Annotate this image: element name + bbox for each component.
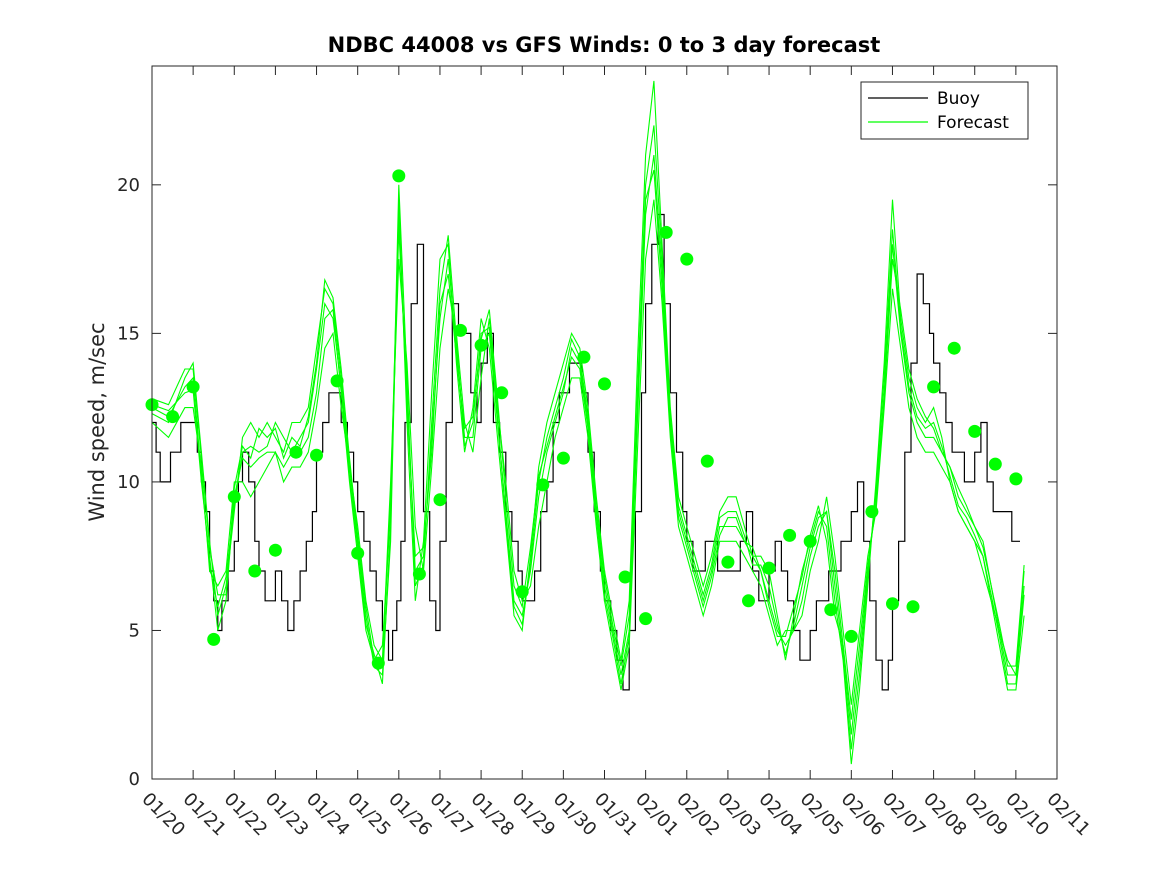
forecast-marker [310,448,323,462]
y-tick-label: 5 [129,620,140,641]
forecast-marker [433,493,447,507]
forecast-marker [227,490,241,504]
forecast-marker [988,457,1002,471]
forecast-marker [927,380,941,394]
forecast-marker [1009,472,1023,486]
series-layer [145,80,1025,765]
forecast-marker [844,629,858,643]
forecast-marker [412,567,426,581]
legend-forecast-label: Forecast [937,113,1009,133]
forecast-marker [680,252,694,266]
forecast-marker [824,603,838,617]
forecast-marker [207,632,221,646]
forecast-marker [454,323,467,337]
forecast-marker [495,386,509,400]
y-tick-label: 10 [117,472,140,493]
forecast-marker [186,380,200,394]
forecast-marker [515,585,529,599]
forecast-marker [351,546,365,560]
y-axis-label: Wind speed, m/sec [85,322,109,521]
forecast-run-line-4 [151,125,1025,750]
forecast-marker [577,350,591,364]
legend: Buoy Forecast [860,81,1029,140]
legend-buoy-label: Buoy [937,89,980,109]
forecast-marker [536,478,550,492]
forecast-marker [618,570,632,584]
forecast-marker [762,561,776,575]
forecast-marker [659,225,673,239]
forecast-marker [721,555,735,569]
forecast-marker [598,377,611,391]
forecast-marker [639,612,653,626]
forecast-marker [906,600,920,614]
forecast-marker [556,451,570,465]
forecast-marker [968,424,982,438]
y-tick-label: 15 [117,323,140,344]
forecast-run-line-2 [151,80,1025,765]
forecast-run-line-3 [151,199,1025,705]
forecast-marker [803,534,817,548]
forecast-marker [392,169,406,183]
forecast-marker [474,338,488,352]
forecast-marker [268,543,282,557]
forecast-marker [865,505,879,519]
forecast-marker [371,656,385,670]
forecast-marker [886,597,899,611]
forecast-marker [289,445,303,459]
legend-box [860,81,1029,140]
forecast-marker [166,410,180,424]
plot-area [152,66,1057,779]
forecast-run-line-5 [151,169,1025,720]
forecast-marker [248,564,262,578]
forecast-marker [947,341,961,355]
chart-title: NDBC 44008 vs GFS Winds: 0 to 3 day fore… [328,33,881,57]
forecast-marker [700,454,714,468]
forecast-marker [742,594,755,608]
forecast-marker [783,528,797,542]
y-tick-label: 0 [129,769,140,790]
forecast-marker [330,374,344,388]
y-tick-label: 20 [117,175,140,196]
